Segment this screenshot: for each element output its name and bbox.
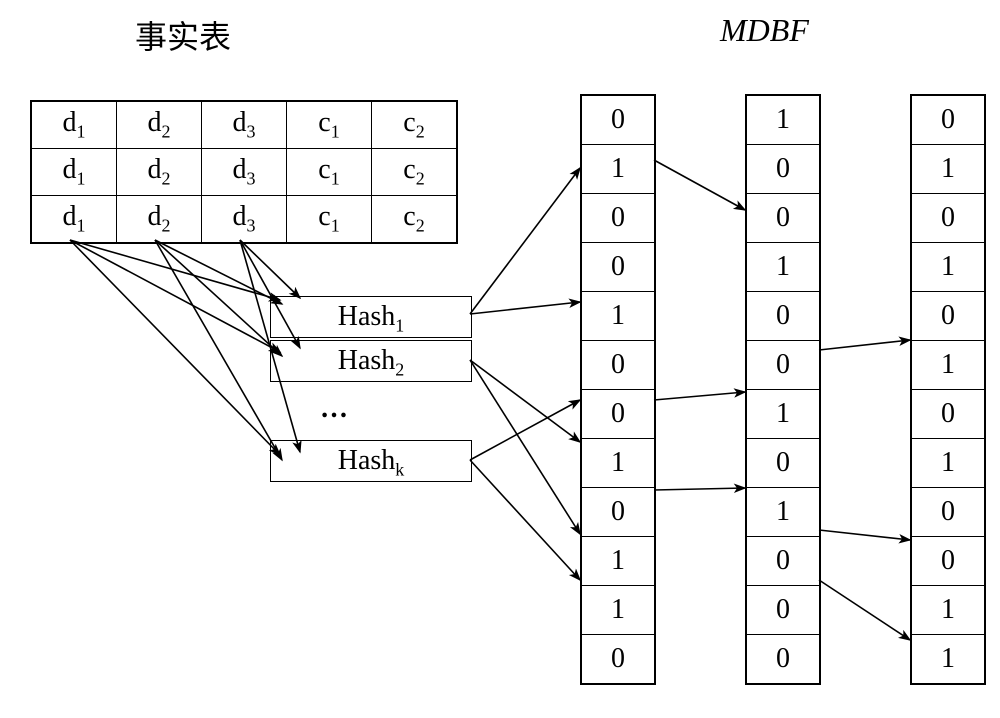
fact-cell: d3 xyxy=(202,149,287,196)
mdbf-bit: 0 xyxy=(911,95,985,145)
mdbf-column: 010101010011 xyxy=(910,94,986,685)
fact-cell: d1 xyxy=(31,149,117,196)
hash-box: Hashk xyxy=(270,440,472,482)
mdbf-bit: 1 xyxy=(581,145,655,194)
hash-ellipsis: … xyxy=(320,393,348,425)
mdbf-bit: 1 xyxy=(746,95,820,145)
mdbf-bit: 0 xyxy=(581,635,655,685)
mdbf-bit: 0 xyxy=(746,145,820,194)
mdbf-bit: 1 xyxy=(581,292,655,341)
mdbf-bit: 0 xyxy=(581,390,655,439)
mdbf-bit: 1 xyxy=(911,635,985,685)
title-fact-table: 事实表 xyxy=(135,12,231,58)
mdbf-bit: 0 xyxy=(746,635,820,685)
mdbf-bit: 0 xyxy=(746,341,820,390)
mdbf-bit: 1 xyxy=(911,243,985,292)
arrow xyxy=(240,240,300,298)
mdbf-bit: 1 xyxy=(581,439,655,488)
arrow xyxy=(819,340,910,350)
arrow xyxy=(155,240,282,304)
mdbf-bit: 0 xyxy=(581,341,655,390)
mdbf-bit: 0 xyxy=(746,194,820,243)
fact-cell: c2 xyxy=(372,149,458,196)
arrow xyxy=(155,240,282,356)
arrow xyxy=(654,160,745,210)
hash-box: Hash2 xyxy=(270,340,472,382)
mdbf-bit: 0 xyxy=(746,537,820,586)
arrow xyxy=(654,488,745,490)
fact-cell: d2 xyxy=(117,101,202,149)
arrow xyxy=(70,240,280,455)
arrow xyxy=(819,580,910,640)
arrow xyxy=(470,460,580,580)
fact-cell: c1 xyxy=(287,101,372,149)
arrow xyxy=(470,360,580,534)
arrow xyxy=(470,360,580,442)
mdbf-bit: 0 xyxy=(581,194,655,243)
fact-cell: d1 xyxy=(31,196,117,244)
arrow xyxy=(70,240,280,352)
mdbf-bit: 0 xyxy=(911,537,985,586)
fact-cell: c1 xyxy=(287,149,372,196)
mdbf-bit: 0 xyxy=(911,488,985,537)
fact-cell: d2 xyxy=(117,149,202,196)
mdbf-bit: 0 xyxy=(911,390,985,439)
mdbf-bit: 0 xyxy=(581,95,655,145)
mdbf-bit: 1 xyxy=(581,586,655,635)
mdbf-bit: 1 xyxy=(746,390,820,439)
fact-cell: d1 xyxy=(31,101,117,149)
mdbf-bit: 0 xyxy=(746,586,820,635)
arrow xyxy=(654,392,745,400)
hash-box: Hash1 xyxy=(270,296,472,338)
arrow xyxy=(155,240,282,460)
mdbf-bit: 0 xyxy=(581,488,655,537)
arrow xyxy=(470,302,580,314)
mdbf-bit: 0 xyxy=(746,292,820,341)
mdbf-bit: 0 xyxy=(911,194,985,243)
mdbf-bit: 1 xyxy=(581,537,655,586)
fact-table: d1d2d3c1c2 d1d2d3c1c2 d1d2d3c1c2 xyxy=(30,100,458,244)
mdbf-bit: 1 xyxy=(911,341,985,390)
mdbf-bit: 1 xyxy=(746,488,820,537)
fact-cell: c2 xyxy=(372,196,458,244)
fact-cell: d3 xyxy=(202,196,287,244)
arrow xyxy=(70,240,280,300)
fact-cell: d2 xyxy=(117,196,202,244)
mdbf-bit: 1 xyxy=(911,145,985,194)
arrow xyxy=(470,168,580,314)
mdbf-bit: 1 xyxy=(911,586,985,635)
mdbf-bit: 1 xyxy=(911,439,985,488)
fact-cell: c1 xyxy=(287,196,372,244)
mdbf-bit: 0 xyxy=(746,439,820,488)
arrow xyxy=(470,400,580,460)
mdbf-bit: 0 xyxy=(581,243,655,292)
arrow xyxy=(819,530,910,540)
mdbf-bit: 0 xyxy=(911,292,985,341)
mdbf-bit: 1 xyxy=(746,243,820,292)
mdbf-column: 100100101000 xyxy=(745,94,821,685)
mdbf-column: 010010010110 xyxy=(580,94,656,685)
title-mdbf: MDBF xyxy=(720,12,809,49)
fact-cell: c2 xyxy=(372,101,458,149)
fact-cell: d3 xyxy=(202,101,287,149)
